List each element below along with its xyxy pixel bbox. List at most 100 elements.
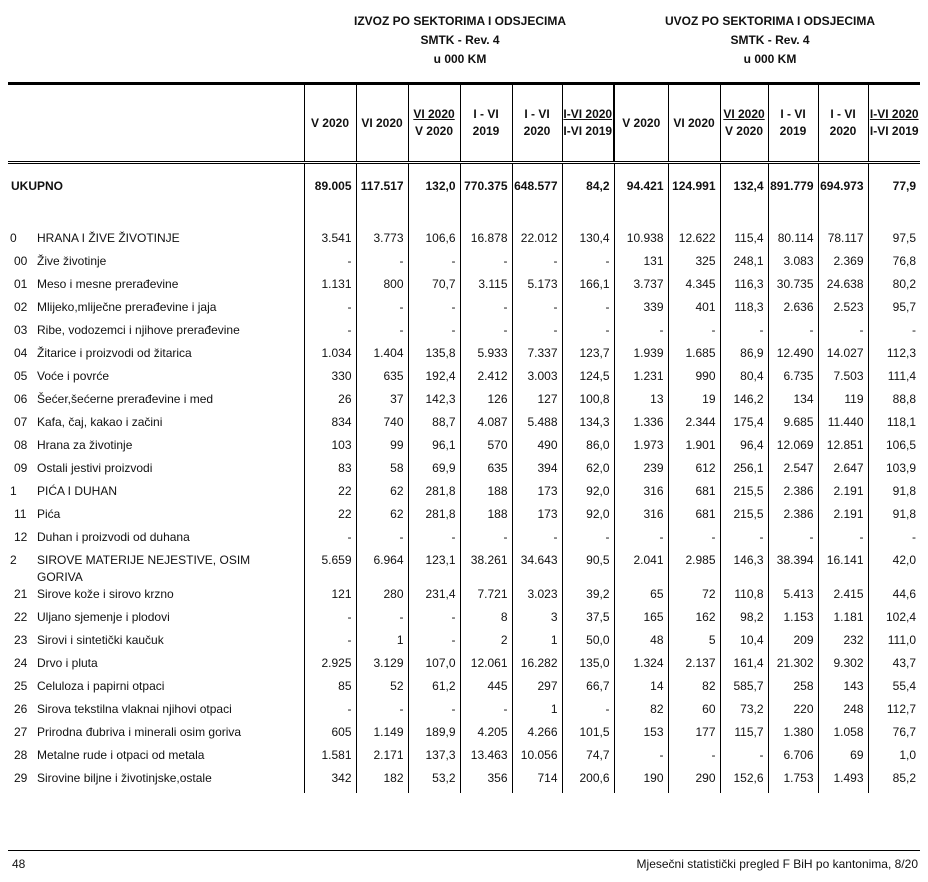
izvoz-value: 84,2 bbox=[561, 162, 614, 218]
uvoz-value: 118,3 bbox=[719, 299, 768, 322]
sitc-name: Kafa, čaj, kakao i začini bbox=[37, 415, 163, 429]
column-header-top: I-VI 2020 bbox=[563, 107, 613, 121]
table-row: 11 Pića 22 62 281,8 188 173 92,0 316 681 215,5 2.38… bbox=[8, 506, 920, 529]
izvoz-value: 635 bbox=[355, 368, 408, 391]
izvoz-value: 342 bbox=[303, 770, 356, 793]
uvoz-value: 55,4 bbox=[867, 678, 920, 701]
uvoz-value: 112,3 bbox=[867, 345, 920, 368]
total-row: UKUPNO 89.005 117.517 132,0 770.375 648.577 84… bbox=[8, 162, 920, 218]
izvoz-column-header: VI 2020 bbox=[355, 82, 408, 164]
label-header bbox=[8, 82, 304, 164]
table-row: 28 Metalne rude i otpaci od metala 1.581 2.… bbox=[8, 747, 920, 770]
uvoz-value: 65 bbox=[613, 586, 668, 609]
sitc-code: 07 bbox=[14, 415, 28, 429]
sitc-name: Celuloza i papirni otpaci bbox=[37, 679, 165, 693]
izvoz-value: 134,3 bbox=[561, 414, 614, 437]
uvoz-value: 316 bbox=[613, 506, 668, 529]
uvoz-value: 1.939 bbox=[613, 345, 668, 368]
uvoz-value: 95,7 bbox=[867, 299, 920, 322]
izvoz-value: 1 bbox=[355, 632, 408, 655]
izvoz-value: 16.878 bbox=[459, 218, 512, 253]
uvoz-value: 9.302 bbox=[817, 655, 868, 678]
izvoz-column-header: I-VI 2020 I-VI 2019 bbox=[561, 82, 614, 164]
uvoz-value: 86,9 bbox=[719, 345, 768, 368]
uvoz-value: 30.735 bbox=[767, 276, 818, 299]
uvoz-value: 96,4 bbox=[719, 437, 768, 460]
izvoz-value: - bbox=[355, 609, 408, 632]
sitc-name: Žive životinje bbox=[37, 254, 107, 268]
izvoz-value: - bbox=[303, 609, 356, 632]
izvoz-value: 635 bbox=[459, 460, 512, 483]
izvoz-value: 3.541 bbox=[303, 218, 356, 253]
uvoz-value: 9.685 bbox=[767, 414, 818, 437]
izvoz-value: 50,0 bbox=[561, 632, 614, 655]
uvoz-value: 6.706 bbox=[767, 747, 818, 770]
uvoz-value: - bbox=[667, 747, 720, 770]
uvoz-value: 2.137 bbox=[667, 655, 720, 678]
column-header-bottom: 2020 bbox=[829, 124, 857, 138]
uvoz-value: 16.141 bbox=[817, 552, 868, 586]
row-label: 27 Prirodna đubriva i minerali osim goriv… bbox=[8, 724, 304, 747]
uvoz-value: 12.490 bbox=[767, 345, 818, 368]
uvoz-value: 77,9 bbox=[867, 162, 920, 218]
sitc-name: Prirodna đubriva i minerali osim goriva bbox=[37, 725, 242, 739]
izvoz-value: - bbox=[561, 529, 614, 552]
izvoz-value: 66,7 bbox=[561, 678, 614, 701]
uvoz-column-header: I - VI 2020 bbox=[817, 82, 868, 164]
izvoz-value: - bbox=[561, 299, 614, 322]
column-header-top: I - VI bbox=[524, 107, 550, 121]
izvoz-value: 16.282 bbox=[511, 655, 562, 678]
uvoz-value: 85,2 bbox=[867, 770, 920, 793]
izvoz-value: - bbox=[459, 253, 512, 276]
table-row: 1 PIĆA I DUHAN 22 62 281,8 188 173 92,0 316 681 21… bbox=[8, 483, 920, 506]
uvoz-value: 190 bbox=[613, 770, 668, 793]
uvoz-value: 13 bbox=[613, 391, 668, 414]
uvoz-value: 111,4 bbox=[867, 368, 920, 391]
izvoz-value: 1 bbox=[511, 701, 562, 724]
sitc-code: 24 bbox=[14, 656, 28, 670]
uvoz-value: 3.737 bbox=[613, 276, 668, 299]
izvoz-value: 106,6 bbox=[407, 218, 460, 253]
uvoz-value: 132,4 bbox=[719, 162, 768, 218]
izvoz-value: 570 bbox=[459, 437, 512, 460]
izvoz-value: 100,8 bbox=[561, 391, 614, 414]
table-row: 22 Uljano sjemenje i plodovi - - -8 3 37,5 165 1… bbox=[8, 609, 920, 632]
izvoz-value: 37 bbox=[355, 391, 408, 414]
uvoz-value: 124.991 bbox=[667, 162, 720, 218]
sitc-name: Uljano sjemenje i plodovi bbox=[37, 610, 170, 624]
izvoz-value: 4.266 bbox=[511, 724, 562, 747]
uvoz-value: 110,8 bbox=[719, 586, 768, 609]
uvoz-value: 1,0 bbox=[867, 747, 920, 770]
izvoz-value: 37,5 bbox=[561, 609, 614, 632]
izvoz-value: - bbox=[407, 632, 460, 655]
izvoz-value: 648.577 bbox=[511, 162, 562, 218]
izvoz-value: 130,4 bbox=[561, 218, 614, 253]
izvoz-value: - bbox=[407, 253, 460, 276]
sitc-code: 06 bbox=[14, 392, 28, 406]
izvoz-column-header: V 2020 bbox=[303, 82, 356, 164]
table-row: 21 Sirove kože i sirovo krzno 121 280 231,4 7… bbox=[8, 586, 920, 609]
row-label: 23 Sirovi i sintetički kaučuk bbox=[8, 632, 304, 655]
uvoz-value: 2.523 bbox=[817, 299, 868, 322]
sitc-name: Hrana za životinje bbox=[37, 438, 133, 452]
izvoz-value: 6.964 bbox=[355, 552, 408, 586]
uvoz-value: 891.779 bbox=[767, 162, 818, 218]
header-row: V 2020 VI 2020 VI 2020 V 2020 I - VI 2019 I - … bbox=[8, 82, 920, 164]
uvoz-value: 14 bbox=[613, 678, 668, 701]
izvoz-value: - bbox=[561, 701, 614, 724]
izvoz-column-header: I - VI 2019 bbox=[459, 82, 512, 164]
uvoz-value: 1.973 bbox=[613, 437, 668, 460]
column-header-top: I - VI bbox=[473, 107, 499, 121]
uvoz-value: 88,8 bbox=[867, 391, 920, 414]
uvoz-value: 2.415 bbox=[817, 586, 868, 609]
uvoz-value: 80,4 bbox=[719, 368, 768, 391]
izvoz-value: 13.463 bbox=[459, 747, 512, 770]
izvoz-value: 445 bbox=[459, 678, 512, 701]
sitc-code: 28 bbox=[14, 748, 28, 762]
izvoz-value: 34.643 bbox=[511, 552, 562, 586]
uvoz-value: 91,8 bbox=[867, 506, 920, 529]
izvoz-value: 8 bbox=[459, 609, 512, 632]
izvoz-value: 69,9 bbox=[407, 460, 460, 483]
izvoz-value: 121 bbox=[303, 586, 356, 609]
table-row: 24 Drvo i pluta 2.925 3.129 107,0 12.061 16.28… bbox=[8, 655, 920, 678]
